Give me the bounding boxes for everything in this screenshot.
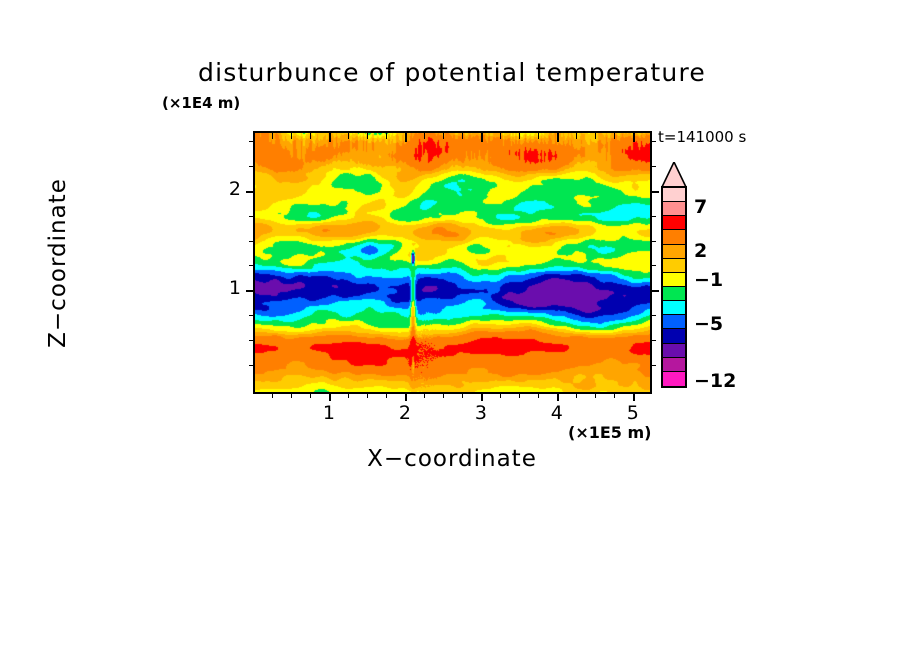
colorbar-band <box>663 315 685 330</box>
x-tick-minor <box>271 392 273 398</box>
colorbar-band <box>663 272 685 287</box>
x-tick-minor <box>613 392 615 398</box>
x-tick-minor <box>499 392 501 398</box>
x-tick-top-minor <box>347 133 349 139</box>
x-tick-top-minor <box>499 133 501 139</box>
colorbar-band <box>663 244 685 259</box>
colorbar-band <box>663 286 685 302</box>
x-tick-label: 5 <box>626 402 639 424</box>
x-tick-major <box>632 392 635 401</box>
colorbar-band <box>663 202 685 217</box>
y-tick-right-minor <box>650 240 656 242</box>
x-tick-minor <box>461 392 463 398</box>
x-tick-top-major <box>632 133 635 142</box>
y-tick-right-minor <box>650 165 656 167</box>
y-tick-minor <box>249 215 255 217</box>
x-tick-label: 4 <box>550 402 563 424</box>
x-tick-major <box>480 392 483 401</box>
x-tick-minor <box>518 392 520 398</box>
colorbar-band <box>663 357 685 372</box>
x-tick-label: 2 <box>398 402 411 424</box>
colorbar-tick-label: −12 <box>694 370 737 393</box>
x-tick-top-major <box>328 133 331 142</box>
y-tick-minor <box>249 140 255 142</box>
x-tick-minor <box>385 392 387 398</box>
y-tick-right-major <box>650 190 659 193</box>
x-tick-minor <box>366 392 368 398</box>
x-tick-minor <box>594 392 596 398</box>
x-tick-top-minor <box>309 133 311 139</box>
x-tick-major <box>328 392 331 401</box>
x-tick-top-minor <box>442 133 444 139</box>
timestamp-annotation: t=141000 s <box>658 128 747 146</box>
colorbar-band <box>663 216 685 231</box>
y-tick-right-major <box>650 290 659 293</box>
y-tick-right-minor <box>650 340 656 342</box>
x-tick-top-minor <box>290 133 292 139</box>
y-tick-minor <box>249 315 255 317</box>
colorbar-band <box>663 258 685 273</box>
colorbar <box>661 186 687 388</box>
y-axis-title: Z−coordinate <box>45 178 71 348</box>
colorbar-band <box>663 371 685 386</box>
y-tick-minor <box>249 265 255 267</box>
x-tick-top-minor <box>537 133 539 139</box>
x-tick-minor <box>537 392 539 398</box>
y-tick-right-minor <box>650 265 656 267</box>
y-tick-minor <box>249 340 255 342</box>
x-tick-minor <box>423 392 425 398</box>
y-tick-label: 2 <box>228 177 241 200</box>
x-axis-title: X−coordinate <box>367 446 537 472</box>
x-tick-minor <box>309 392 311 398</box>
colorbar-band <box>663 343 685 358</box>
colorbar-tick-label: −5 <box>694 312 724 335</box>
x-tick-major <box>556 392 559 401</box>
y-tick-minor <box>249 365 255 367</box>
x-tick-top-major <box>556 133 559 142</box>
colorbar-band <box>663 230 685 245</box>
y-tick-major <box>246 290 255 293</box>
colorbar-tick-label: −1 <box>694 269 724 292</box>
colorbar-band <box>663 188 685 203</box>
colorbar-band <box>663 301 685 316</box>
x-tick-minor <box>290 392 292 398</box>
x-tick-top-minor <box>385 133 387 139</box>
y-tick-minor <box>249 165 255 167</box>
colorbar-tick-label: 7 <box>694 196 708 219</box>
y-tick-right-minor <box>650 140 656 142</box>
x-tick-top-minor <box>518 133 520 139</box>
x-tick-label: 1 <box>322 402 335 424</box>
x-tick-minor <box>442 392 444 398</box>
contour-field-canvas <box>255 133 650 392</box>
page-title: disturbunce of potential temperature <box>198 58 706 87</box>
x-tick-label: 3 <box>474 402 487 424</box>
colorbar-tick-label: 2 <box>694 240 708 263</box>
colorbar-band <box>663 329 685 344</box>
x-tick-top-minor <box>613 133 615 139</box>
x-tick-top-minor <box>461 133 463 139</box>
x-axis-unit-label: (×1E5 m) <box>568 423 652 442</box>
x-tick-minor <box>347 392 349 398</box>
x-tick-top-minor <box>575 133 577 139</box>
x-tick-top-minor <box>366 133 368 139</box>
x-tick-top-major <box>480 133 483 142</box>
y-axis-unit-label: (×1E4 m) <box>162 94 241 112</box>
x-tick-minor <box>575 392 577 398</box>
y-tick-right-minor <box>650 315 656 317</box>
y-tick-right-minor <box>650 215 656 217</box>
x-tick-major <box>404 392 407 401</box>
y-tick-minor <box>249 240 255 242</box>
y-tick-major <box>246 190 255 193</box>
x-tick-top-major <box>404 133 407 142</box>
y-tick-label: 1 <box>228 277 241 300</box>
y-tick-right-minor <box>650 365 656 367</box>
x-tick-top-minor <box>271 133 273 139</box>
colorbar-arrow-tip <box>661 162 687 188</box>
contour-plot-area <box>253 131 652 394</box>
x-tick-top-minor <box>594 133 596 139</box>
x-tick-top-minor <box>423 133 425 139</box>
